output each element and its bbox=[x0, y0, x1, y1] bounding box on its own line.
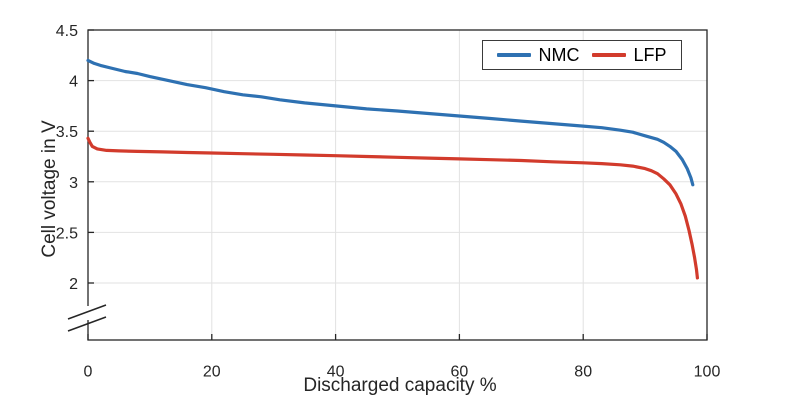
legend-label-lfp: LFP bbox=[633, 45, 667, 65]
x-tick-label: 100 bbox=[694, 363, 721, 380]
y-tick-label: 4 bbox=[69, 74, 78, 91]
legend[interactable]: NMC LFP bbox=[482, 40, 682, 70]
x-tick-label: 0 bbox=[84, 363, 93, 380]
x-tick-label: 40 bbox=[327, 363, 345, 380]
lfp-line-sample-icon bbox=[592, 53, 627, 57]
y-tick-label: 3.5 bbox=[56, 124, 78, 141]
y-tick-label: 3 bbox=[69, 175, 78, 192]
x-tick-label: 20 bbox=[203, 363, 221, 380]
y-tick-label: 2 bbox=[69, 276, 78, 293]
legend-label-nmc: NMC bbox=[538, 45, 580, 65]
y-tick-label: 4.5 bbox=[56, 23, 78, 40]
axes-box bbox=[87, 29, 708, 341]
legend-item-nmc[interactable]: NMC bbox=[497, 46, 579, 64]
lfp-curve bbox=[86, 136, 699, 280]
nmc-curve bbox=[86, 58, 695, 187]
nmc-line-sample-icon bbox=[497, 53, 532, 57]
y-tick-label: 2.5 bbox=[56, 225, 78, 242]
axis-break-gap bbox=[85, 306, 91, 320]
x-tick-label: 80 bbox=[574, 363, 592, 380]
legend-item-lfp[interactable]: LFP bbox=[592, 45, 667, 65]
axis-break-icon bbox=[67, 304, 107, 320]
x-tick-label: 60 bbox=[451, 363, 469, 380]
x-axis-label: Discharged capacity % bbox=[303, 375, 497, 396]
y-axis-label: Cell voltage in V bbox=[39, 120, 60, 258]
axis-break-icon bbox=[67, 316, 107, 332]
